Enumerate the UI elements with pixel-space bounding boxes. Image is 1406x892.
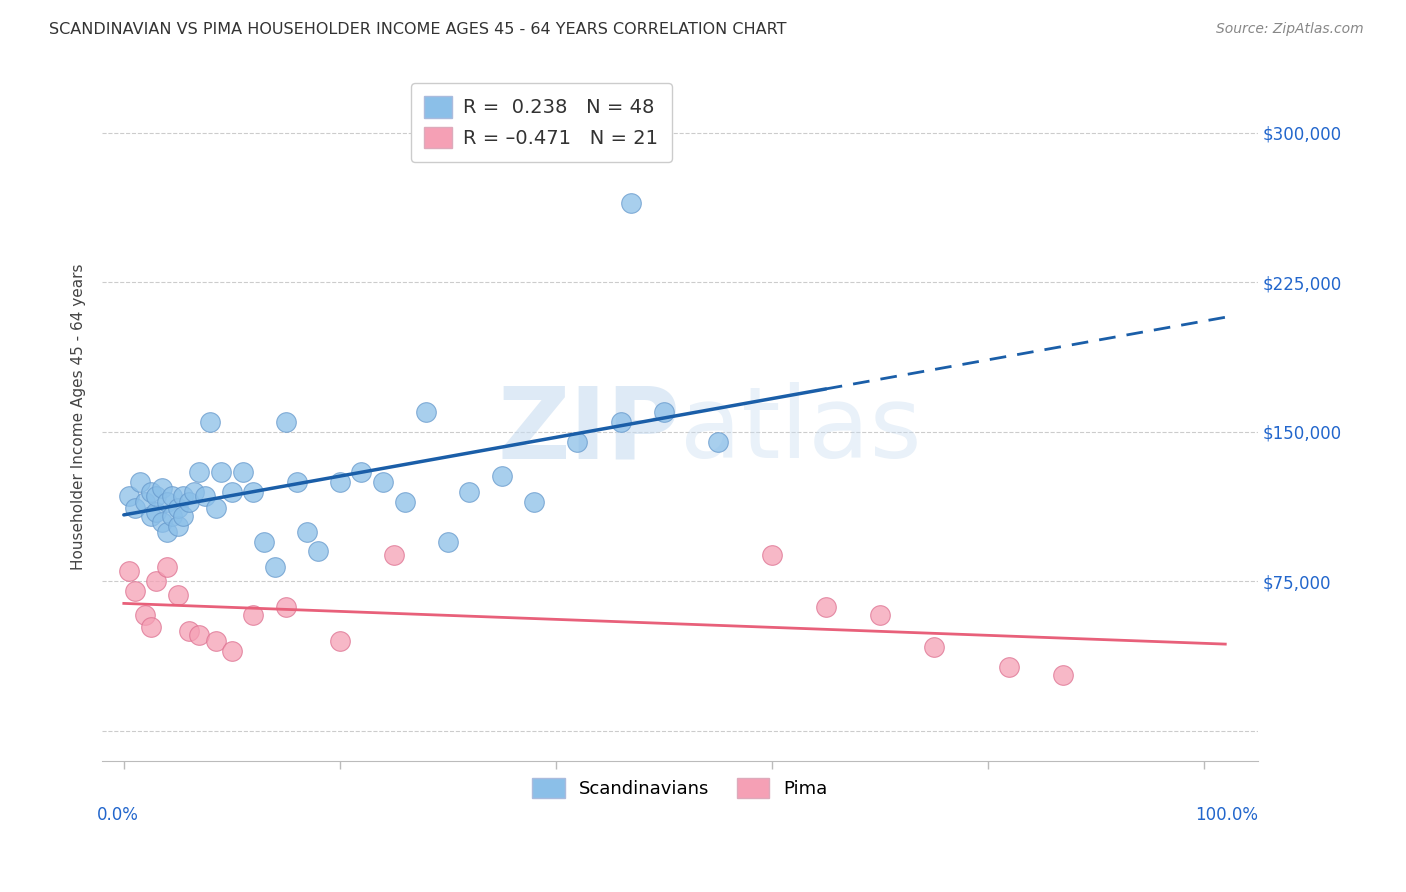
Point [371, 475, 394, 489]
Point [523, 494, 546, 508]
Point [329, 475, 352, 489]
Point [394, 494, 416, 508]
Point [145, 505, 167, 519]
Point [297, 524, 319, 539]
Text: atlas: atlas [681, 382, 921, 479]
Point [118, 489, 141, 503]
Point [232, 465, 254, 479]
Point [491, 468, 513, 483]
Point [150, 481, 173, 495]
Point [156, 560, 179, 574]
Point [242, 608, 264, 623]
Point [285, 475, 308, 489]
Point [134, 494, 156, 508]
Point [706, 434, 728, 449]
Point [458, 484, 481, 499]
Point [204, 500, 226, 515]
Point [350, 465, 373, 479]
Point [134, 608, 156, 623]
Point [150, 515, 173, 529]
Point [177, 624, 200, 639]
Point [139, 508, 162, 523]
Point [869, 608, 891, 623]
Point [162, 489, 184, 503]
Point [567, 434, 589, 449]
Point [188, 628, 211, 642]
Text: Source: ZipAtlas.com: Source: ZipAtlas.com [1216, 22, 1364, 37]
Point [415, 405, 437, 419]
Point [188, 465, 211, 479]
Point [307, 544, 329, 558]
Point [145, 574, 167, 589]
Point [620, 195, 643, 210]
Point [166, 588, 188, 602]
Point [118, 565, 141, 579]
Point [1052, 668, 1074, 682]
Point [264, 560, 287, 574]
Point [172, 508, 194, 523]
Point [129, 475, 152, 489]
Point [124, 500, 146, 515]
Y-axis label: Householder Income Ages 45 - 64 years: Householder Income Ages 45 - 64 years [72, 264, 86, 570]
Point [329, 634, 352, 648]
Point [242, 484, 264, 499]
Point [139, 620, 162, 634]
Point [274, 600, 297, 615]
Point [253, 534, 276, 549]
Point [221, 644, 243, 658]
Point [998, 660, 1021, 674]
Point [156, 494, 179, 508]
Point [166, 518, 188, 533]
Point [162, 508, 184, 523]
Point [183, 484, 205, 499]
Point [761, 549, 783, 563]
Legend: Scandinavians, Pima: Scandinavians, Pima [523, 769, 837, 807]
Text: 100.0%: 100.0% [1195, 805, 1258, 823]
Point [609, 415, 631, 429]
Point [145, 489, 167, 503]
Point [166, 500, 188, 515]
Point [436, 534, 458, 549]
Point [209, 465, 232, 479]
Point [177, 494, 200, 508]
Text: ZIP: ZIP [498, 382, 681, 479]
Point [382, 549, 405, 563]
Point [814, 600, 837, 615]
Point [200, 415, 222, 429]
Point [221, 484, 243, 499]
Text: 0.0%: 0.0% [97, 805, 138, 823]
Point [156, 524, 179, 539]
Point [172, 489, 194, 503]
Point [922, 640, 945, 655]
Point [194, 489, 217, 503]
Point [124, 584, 146, 599]
Point [139, 484, 162, 499]
Point [652, 405, 675, 419]
Point [204, 634, 226, 648]
Point [274, 415, 297, 429]
Text: SCANDINAVIAN VS PIMA HOUSEHOLDER INCOME AGES 45 - 64 YEARS CORRELATION CHART: SCANDINAVIAN VS PIMA HOUSEHOLDER INCOME … [49, 22, 787, 37]
